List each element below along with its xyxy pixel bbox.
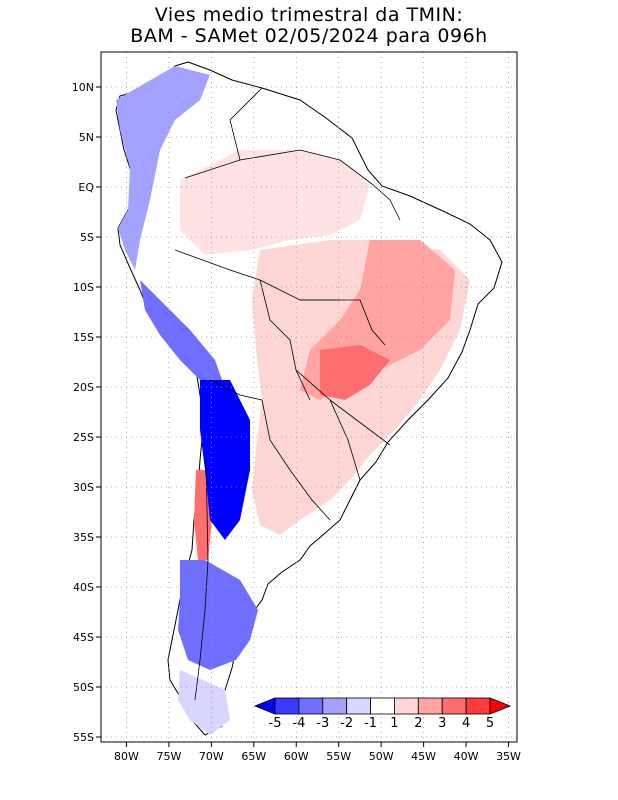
lon-tick-label: 35W xyxy=(496,750,521,763)
lat-axis: 10N 5N EQ 5S 10S 15S 20S 25S 30S 35S 40S 45S 50S 55S xyxy=(72,81,101,744)
lon-tick-label: 60W xyxy=(284,750,309,763)
lon-tick-label: 75W xyxy=(156,750,181,763)
colorbar-swatch xyxy=(394,697,419,715)
grid-lines xyxy=(101,52,517,742)
colorbar-max-arrow xyxy=(489,697,512,715)
lat-tick-label: EQ xyxy=(78,181,94,194)
colorbar-swatch xyxy=(417,697,443,715)
lat-tick-label: 55S xyxy=(73,731,94,744)
lon-tick-label: 45W xyxy=(411,750,436,763)
lat-tick-label: 45S xyxy=(73,631,94,644)
country-borders xyxy=(174,87,401,701)
colorbar-label: -1 xyxy=(364,716,377,731)
lat-tick-label: 10S xyxy=(73,281,94,294)
lon-tick-label: 70W xyxy=(199,750,224,763)
colorbar-label: 2 xyxy=(414,716,422,731)
colorbar-label: 3 xyxy=(438,716,446,731)
lat-tick-label: 30S xyxy=(73,481,94,494)
map-body xyxy=(101,52,517,742)
colorbar-swatch xyxy=(346,697,371,715)
lon-tick-label: 50W xyxy=(369,750,394,763)
map-frame xyxy=(100,51,518,743)
map-title-line1: Vies medio trimestral da TMIN: xyxy=(154,4,464,26)
lat-tick-label: 20S xyxy=(73,381,94,394)
warm-bias-north xyxy=(180,150,370,255)
colorbar-swatch xyxy=(370,697,395,715)
cold-bias-central-andes xyxy=(140,280,222,385)
colorbar-label: 4 xyxy=(462,716,470,731)
colorbar-label: -3 xyxy=(316,716,329,731)
lat-tick-label: 40S xyxy=(73,581,94,594)
lon-tick-label: 80W xyxy=(114,750,139,763)
colorbar-swatch xyxy=(441,697,467,715)
colorbar-swatch xyxy=(274,697,300,715)
lon-tick-label: 40W xyxy=(454,750,479,763)
lat-tick-label: 10N xyxy=(72,81,94,94)
lon-tick-label: 55W xyxy=(326,750,351,763)
lon-grid xyxy=(126,52,509,742)
lat-tick-label: 25S xyxy=(73,431,94,444)
cold-bias-south-tip xyxy=(178,670,230,735)
lat-tick-label: 15S xyxy=(73,331,94,344)
warm-bias-strong xyxy=(320,345,390,400)
colorbar-label: 1 xyxy=(390,716,398,731)
lat-tick-label: 5N xyxy=(79,131,94,144)
colorbar-swatch xyxy=(298,697,324,715)
colorbar: -5 -4 -3 -2 -1 1 2 3 4 5 xyxy=(253,697,512,731)
map-title-line2: BAM - SAMet 02/05/2024 para 096h xyxy=(130,25,488,47)
colorbar-swatch xyxy=(322,697,348,715)
lat-tick-label: 5S xyxy=(80,231,94,244)
colorbar-swatch xyxy=(465,697,491,715)
cold-bias-atacama xyxy=(200,380,250,540)
cold-bias-north-andes xyxy=(116,66,210,270)
cold-bias-patagonia xyxy=(178,560,258,670)
colorbar-label: -4 xyxy=(292,716,305,731)
colorbar-label: -2 xyxy=(340,716,353,731)
lat-tick-label: 35S xyxy=(73,531,94,544)
lon-tick-label: 65W xyxy=(241,750,266,763)
colorbar-label: -5 xyxy=(269,716,282,731)
lat-tick-label: 50S xyxy=(73,681,94,694)
lon-axis: 80W 75W 70W 65W 60W 55W 50W 45W 40W 35W xyxy=(114,742,521,763)
colorbar-label: 5 xyxy=(486,716,494,731)
